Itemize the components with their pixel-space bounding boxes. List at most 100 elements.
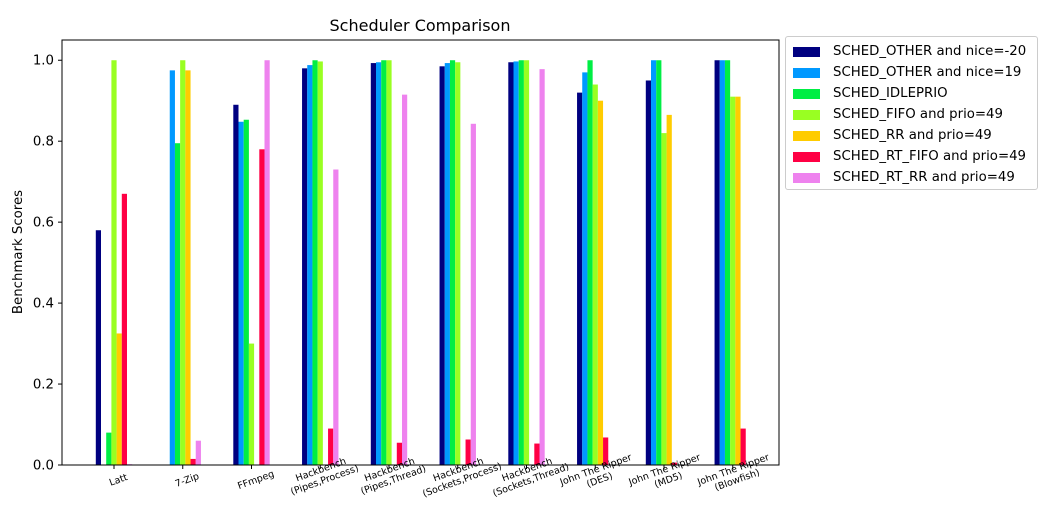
bar	[307, 65, 313, 465]
y-tick-label: 0.4	[33, 297, 54, 312]
bar	[116, 333, 122, 465]
plot-frame	[61, 39, 780, 466]
bar	[396, 442, 402, 465]
bar	[95, 230, 101, 465]
legend-label: SCHED_FIFO and prio=49	[833, 107, 1003, 122]
bar	[582, 72, 588, 465]
bar	[402, 94, 408, 465]
bar	[449, 60, 456, 466]
legend-swatch	[793, 46, 820, 57]
legend-label: SCHED_IDLEPRIO	[833, 86, 948, 101]
bar	[724, 60, 731, 466]
bar	[592, 84, 598, 466]
legend-item: SCHED_OTHER and nice=19	[790, 62, 1037, 83]
legend-item: SCHED_RT_FIFO and prio=49	[790, 146, 1037, 167]
legend-label: SCHED_RR and prio=49	[833, 128, 992, 143]
bar	[328, 428, 334, 465]
bar	[106, 432, 112, 465]
bar	[577, 92, 583, 466]
bar	[264, 60, 270, 466]
chart-title: Scheduler Comparison	[330, 16, 511, 35]
bar	[302, 68, 308, 465]
bar	[518, 60, 524, 466]
bar	[174, 143, 181, 465]
bar	[195, 440, 201, 465]
legend-label: SCHED_OTHER and nice=-20	[833, 44, 1027, 59]
bar	[740, 428, 746, 465]
bar	[180, 60, 186, 466]
bar	[645, 80, 651, 465]
bar	[661, 133, 667, 465]
bar	[651, 60, 657, 466]
bar	[190, 458, 196, 465]
bar	[465, 439, 471, 465]
legend: SCHED_OTHER and nice=-20 SCHED_OTHER and …	[785, 36, 1038, 190]
legend-swatch	[793, 172, 820, 183]
y-axis-label: Benchmark Scores	[11, 190, 26, 314]
bar	[312, 60, 318, 466]
bar	[259, 149, 265, 466]
bar	[376, 62, 382, 465]
bar	[370, 63, 376, 465]
legend-swatch	[793, 67, 820, 78]
legend-item: SCHED_RR and prio=49	[790, 125, 1037, 146]
bar	[439, 66, 445, 465]
legend-item: SCHED_OTHER and nice=-20	[790, 41, 1037, 62]
bar	[666, 114, 672, 465]
legend-swatch	[793, 88, 820, 99]
x-tick-label: Hackbench(Pipes,Process)	[286, 453, 361, 498]
bar	[333, 169, 339, 465]
bar	[169, 70, 175, 466]
legend-label: SCHED_OTHER and nice=19	[833, 65, 1022, 80]
legend-label: SCHED_RT_FIFO and prio=49	[833, 149, 1027, 164]
bar	[719, 60, 725, 466]
y-tick-label: 0.0	[33, 459, 54, 474]
bar	[386, 60, 392, 466]
x-tick-label: 7-Zip	[174, 471, 201, 490]
bar	[470, 123, 476, 465]
bar	[603, 437, 609, 465]
legend-swatch	[793, 130, 820, 141]
y-tick-label: 1.0	[33, 54, 54, 69]
axes-group	[61, 39, 780, 466]
bar	[671, 462, 677, 465]
bar	[233, 104, 239, 465]
bar	[381, 60, 387, 466]
x-tick-label: Hackbench(Sockets,Thread)	[488, 451, 571, 499]
y-tick-label: 0.2	[33, 378, 54, 393]
bar	[508, 62, 514, 465]
bar	[185, 70, 191, 466]
y-tick-label: 0.8	[33, 135, 54, 150]
bar	[730, 96, 736, 466]
bar	[735, 96, 741, 466]
legend-item: SCHED_IDLEPRIO	[790, 83, 1037, 104]
bar	[238, 121, 244, 465]
legend-swatch	[793, 109, 820, 120]
bar	[455, 62, 461, 465]
bar	[121, 193, 127, 465]
bar	[656, 60, 662, 466]
bar	[248, 343, 255, 465]
bar	[243, 119, 249, 466]
bar	[539, 69, 545, 465]
bar	[444, 63, 450, 465]
legend-item: SCHED_FIFO and prio=49	[790, 104, 1037, 125]
x-tick-label: Latt	[108, 472, 129, 489]
bar	[111, 60, 117, 466]
bar	[317, 61, 323, 465]
legend-label: SCHED_RT_RR and prio=49	[833, 170, 1015, 185]
legend-swatch	[793, 151, 820, 162]
legend-item: SCHED_RT_RR and prio=49	[790, 167, 1037, 188]
y-tick-label: 0.6	[33, 216, 54, 231]
x-tick-label: Hackbench(Pipes,Thread)	[356, 453, 428, 497]
bar	[587, 60, 593, 466]
bar	[534, 443, 540, 465]
bar	[597, 100, 604, 466]
bars-group	[95, 60, 746, 466]
bar	[513, 61, 519, 465]
bar	[714, 60, 720, 466]
x-tick-label: Hackbench(Sockets,Process)	[418, 451, 504, 500]
x-tick-label: FFmpeg	[236, 469, 276, 492]
